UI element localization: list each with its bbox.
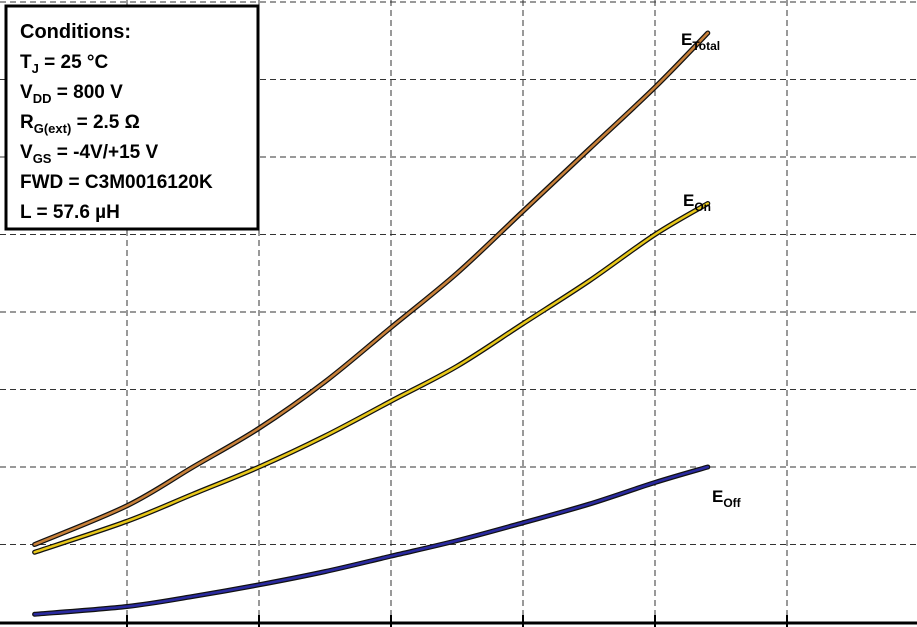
conditions-line: RG(ext) = 2.5 Ω	[20, 112, 140, 136]
conditions-line: VDD = 800 V	[20, 82, 123, 106]
series-line-outline	[32, 464, 711, 617]
series-line-e_total	[33, 31, 710, 546]
series-label-e_total: ETotal	[681, 30, 720, 53]
series-labels: ETotal EOn EOff	[681, 30, 742, 510]
series-lines	[32, 30, 711, 617]
conditions-box-frame	[4, 4, 260, 231]
series-line-e_on	[33, 202, 710, 554]
series-label-e_off: EOff	[712, 487, 742, 510]
conditions-line: TJ = 25 °C	[20, 52, 109, 76]
conditions-line: L = 57.6 µH	[20, 202, 120, 223]
series-label-e_on: EOn	[683, 191, 711, 214]
conditions-legend: Conditions: TJ = 25 °C VDD = 800 V RG(ext) …	[4, 4, 260, 231]
conditions-line: FWD = C3M0016120K	[20, 172, 213, 193]
conditions-heading: Conditions:	[20, 21, 131, 43]
series-line-e_off	[33, 465, 710, 616]
conditions-line: VGS = -4V/+15 V	[20, 142, 158, 166]
